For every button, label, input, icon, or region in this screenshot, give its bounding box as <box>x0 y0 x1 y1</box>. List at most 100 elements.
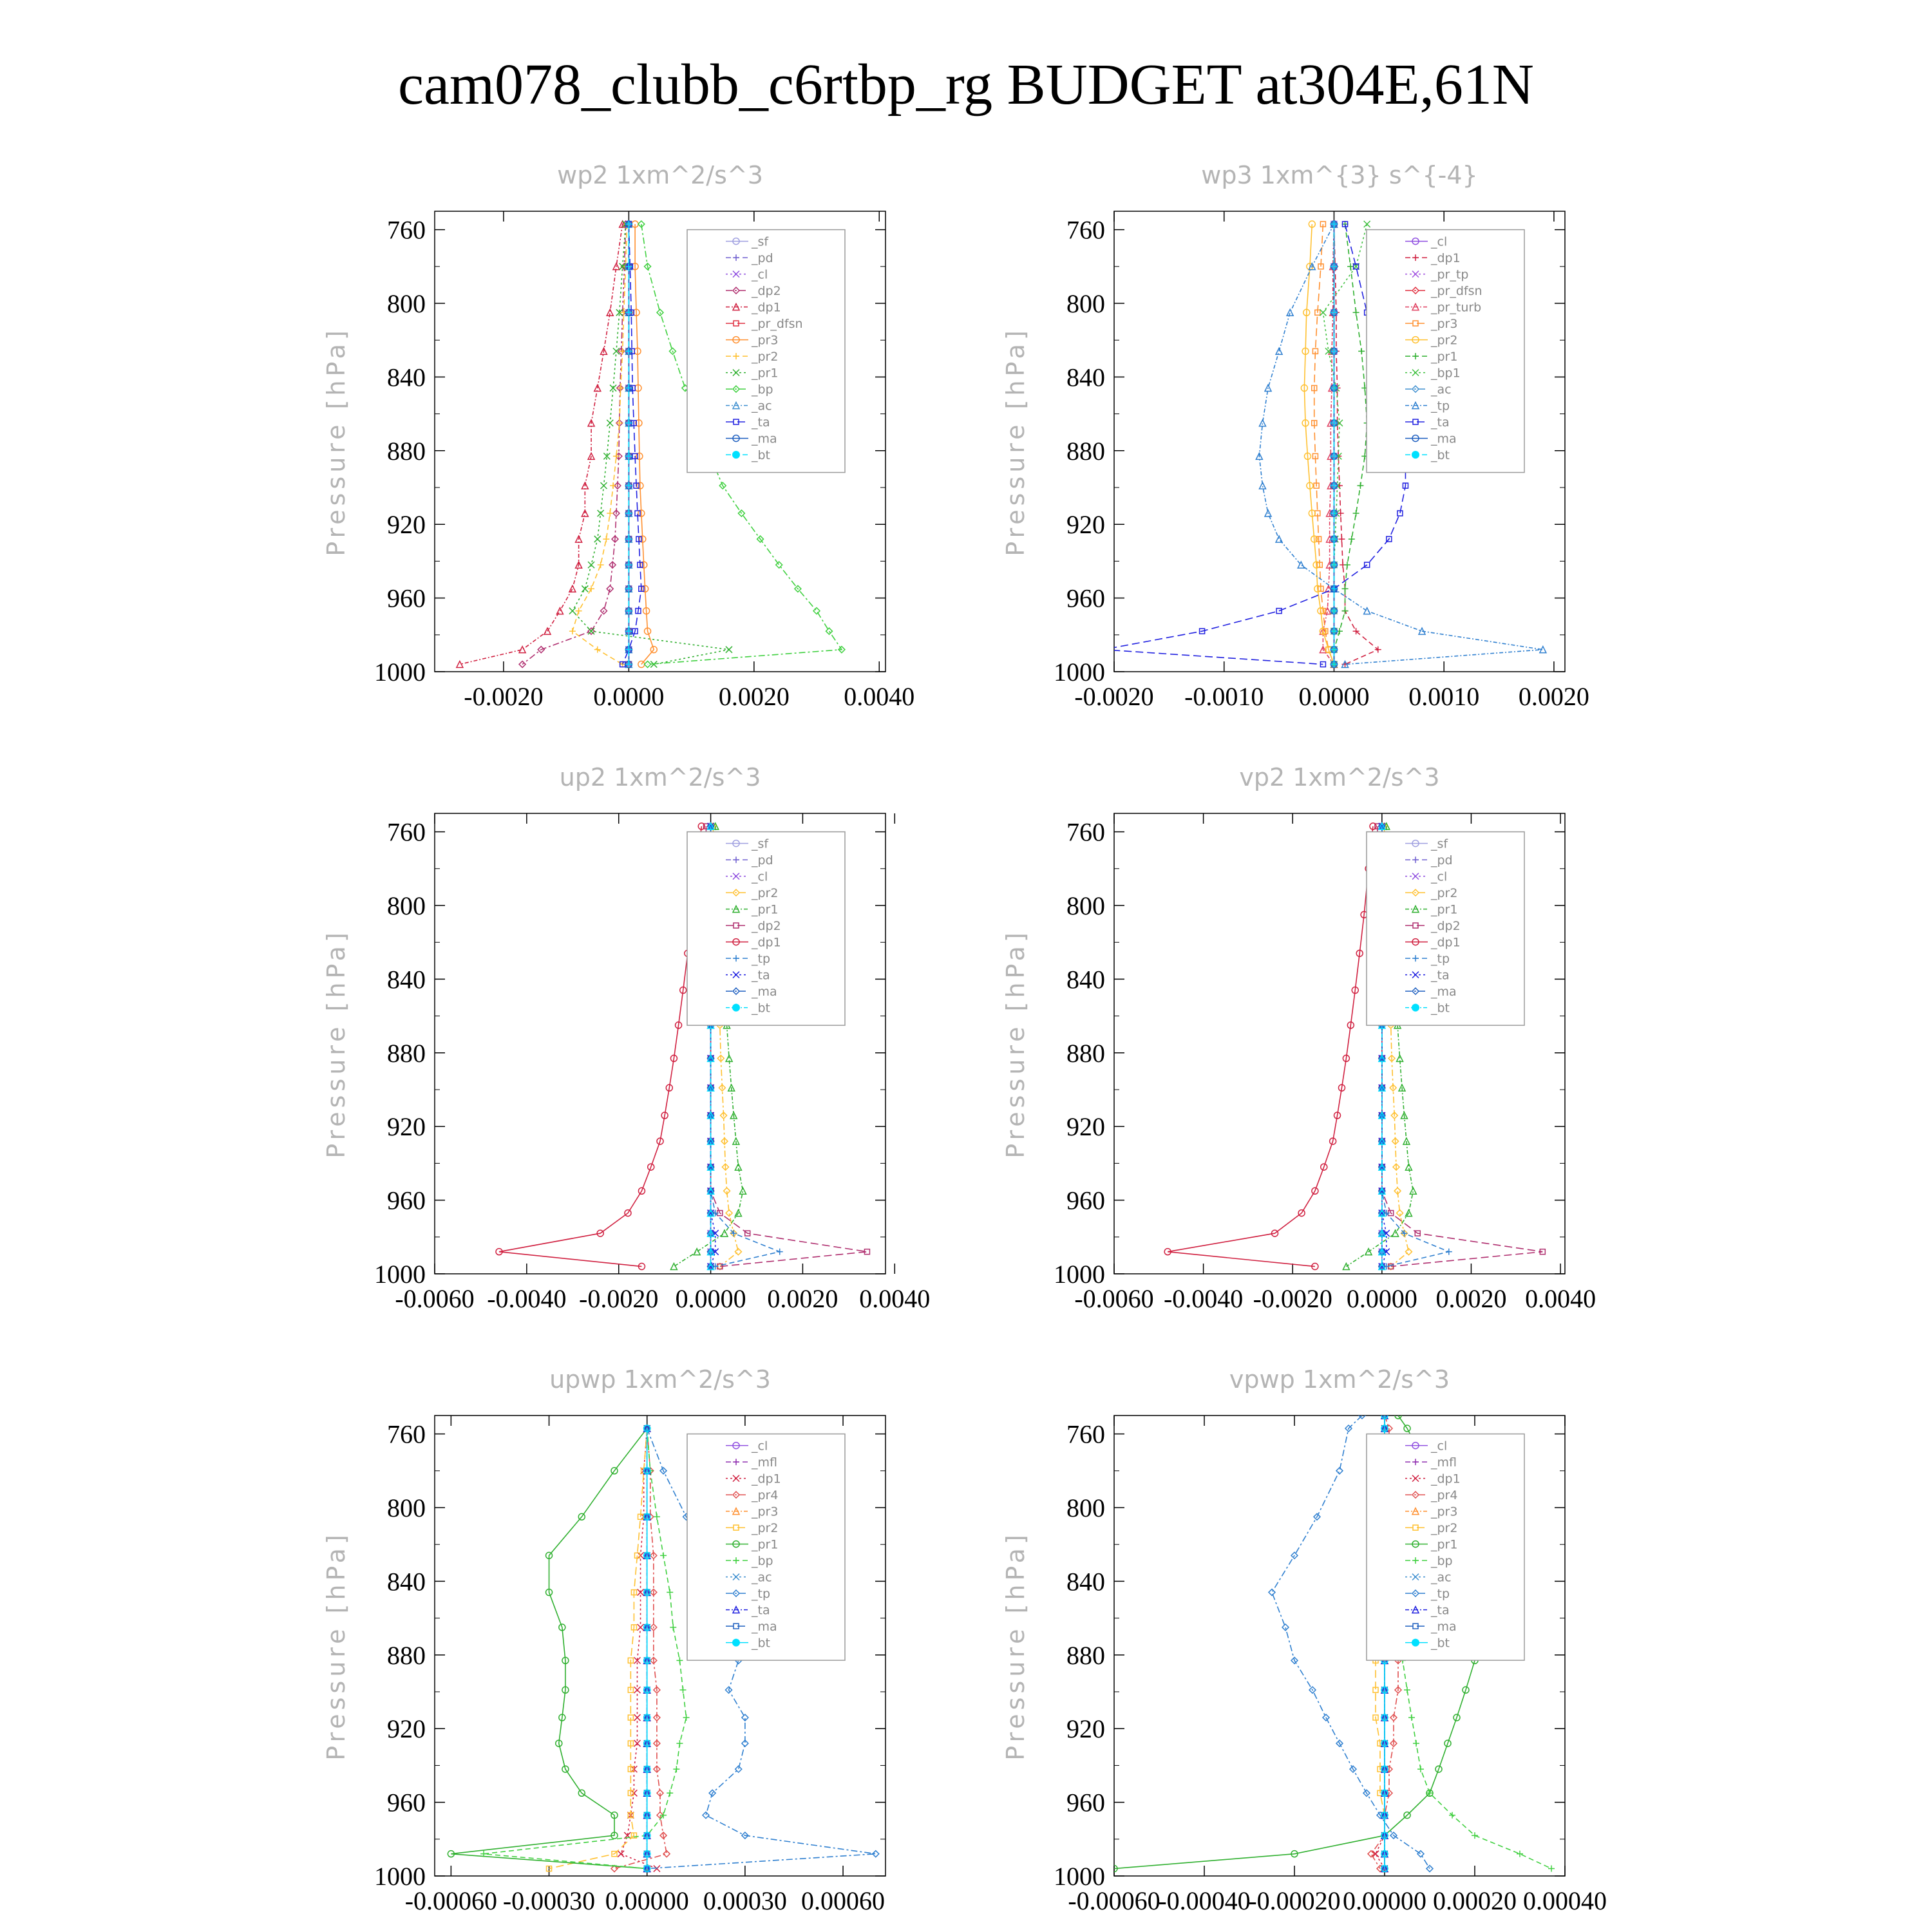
data-point <box>625 607 632 614</box>
legend-label: _bt <box>751 1636 770 1651</box>
legend-label: _tp <box>1430 399 1450 413</box>
y-tick-label: 800 <box>387 1493 426 1522</box>
data-point <box>518 660 527 668</box>
data-point <box>706 1208 715 1217</box>
data-point <box>1401 1230 1408 1237</box>
data-point <box>587 451 596 460</box>
data-point <box>1389 1832 1398 1840</box>
data-point <box>1389 1713 1398 1722</box>
data-point <box>1336 419 1343 427</box>
data-point <box>1539 1248 1546 1255</box>
y-tick-label: 920 <box>387 1714 426 1743</box>
data-point <box>1341 585 1349 592</box>
data-point <box>1320 661 1327 668</box>
y-tick-label: 1000 <box>374 1260 426 1289</box>
legend-swatch-marker <box>732 1475 740 1482</box>
legend-label: _pd <box>751 251 773 265</box>
data-point <box>633 1714 641 1721</box>
data-point <box>741 1832 749 1840</box>
data-point <box>663 1850 671 1858</box>
data-point <box>1405 1162 1413 1171</box>
data-point <box>730 1111 738 1119</box>
series-line <box>459 223 623 665</box>
data-point <box>1320 1163 1328 1171</box>
data-point <box>1298 1209 1305 1217</box>
data-point <box>1378 1083 1387 1092</box>
series-pr1 <box>447 1425 651 1873</box>
data-point <box>674 1021 683 1029</box>
legend-swatch-marker <box>1412 254 1419 261</box>
data-point <box>1335 1739 1344 1748</box>
legend-label: _mfl <box>1430 1455 1457 1470</box>
data-point <box>1402 482 1409 489</box>
legend-swatch-marker <box>1412 955 1419 962</box>
up2-panel: up2 1xm^2/s^3 Pressure [hPa] 760 800 840 880 9… <box>322 763 930 1313</box>
legend-label: _pr_dfsn <box>751 317 803 331</box>
data-point <box>447 1850 455 1858</box>
data-point <box>636 452 643 460</box>
legend-label: _cl <box>1430 870 1447 884</box>
data-point <box>1333 1112 1341 1119</box>
x-tick-label: 0.0000 <box>1298 682 1369 711</box>
data-point <box>637 1589 645 1596</box>
legend-swatch-marker <box>732 369 740 377</box>
data-point <box>1342 1054 1350 1063</box>
data-point <box>724 1054 734 1063</box>
data-point <box>639 561 648 569</box>
data-point <box>1356 949 1363 958</box>
legend-label: _pr2 <box>751 1521 778 1535</box>
legend-swatch-marker <box>1411 1589 1420 1598</box>
data-point <box>1378 1229 1387 1237</box>
data-point <box>617 384 624 392</box>
y-tick-label: 920 <box>1066 1714 1105 1743</box>
data-point <box>1417 627 1426 635</box>
y-tick-label: 840 <box>387 1567 426 1596</box>
series-line <box>634 224 655 665</box>
legend-swatch-marker <box>1412 369 1419 377</box>
data-point <box>625 482 632 489</box>
x-tick-label: 0.0020 <box>767 1284 838 1313</box>
legend-swatch-marker <box>733 254 739 261</box>
y-tick-label: 1000 <box>374 658 426 687</box>
data-point <box>837 645 846 654</box>
x-tick-label: 0.00040 <box>1523 1886 1607 1915</box>
series-dp1 <box>1164 822 1377 1271</box>
data-point <box>616 384 624 392</box>
data-point <box>643 262 652 270</box>
legend-swatch-marker <box>1412 839 1419 848</box>
data-point <box>619 348 626 355</box>
data-point <box>730 1230 737 1237</box>
legend-swatch-marker <box>732 287 741 295</box>
series-line <box>1271 1416 1430 1869</box>
y-axis-label: Pressure [hPa] <box>1001 327 1030 556</box>
x-tick-label: -0.0020 <box>1074 682 1153 711</box>
legend-box <box>1366 831 1525 1026</box>
legend-label: _ta <box>751 415 770 430</box>
legend-label: _pr2 <box>751 886 778 900</box>
legend-swatch-marker <box>1412 336 1419 344</box>
y-tick-label: 880 <box>387 1641 426 1670</box>
data-point <box>638 509 645 517</box>
data-point <box>455 659 464 668</box>
legend-swatch-marker <box>733 320 739 327</box>
data-point <box>606 585 614 593</box>
data-point <box>606 419 614 427</box>
data-point <box>593 383 601 392</box>
data-point <box>775 561 783 569</box>
x-tick-label: 0.0010 <box>1408 682 1479 711</box>
data-point <box>667 1790 674 1797</box>
data-point <box>1329 1137 1337 1145</box>
y-tick-label: 1000 <box>1054 1862 1105 1891</box>
y-tick-label: 760 <box>1066 818 1105 847</box>
data-point <box>1114 1864 1118 1873</box>
series-line <box>621 223 642 665</box>
series-pr2 <box>569 221 630 668</box>
data-point <box>659 1466 668 1475</box>
data-point <box>625 585 632 592</box>
data-point <box>812 607 821 615</box>
data-point <box>1381 1864 1388 1873</box>
y-tick-label: 840 <box>1066 363 1105 392</box>
data-point <box>1317 607 1325 615</box>
legend-label: _tp <box>1430 952 1450 966</box>
data-point <box>643 1551 651 1560</box>
